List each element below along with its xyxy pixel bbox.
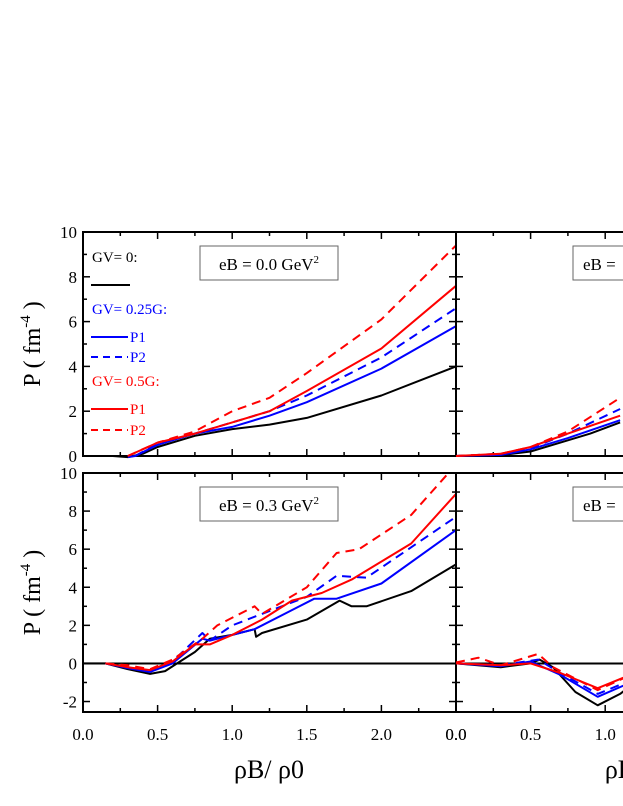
y-tick-label: 6 [69,313,78,332]
x-tick-label: 2.0 [371,725,392,744]
x-tick-label: 1.5 [296,725,317,744]
legend: GV= 0: GV= 0.25G: P1 P2 GV= 0.5G: P1 P2 [91,250,167,439]
legend-label-p1: P1 [130,402,146,418]
x-tick-label: 0.0 [445,725,466,744]
y-tick-label: 2 [69,616,78,635]
panel-title-text: eB = 0.0 GeV [219,255,314,274]
x-tick-label: 0.5 [147,725,168,744]
panel-title-sup: 2 [314,495,320,507]
x-axis-label: ρB [605,755,623,784]
y-axis-label-sup: -4 [18,563,34,576]
series-line [455,652,623,692]
x-axis-label: ρB/ ρ0 [234,755,304,784]
panel-title-text: eB = 0.3 GeV [219,496,314,515]
y-tick-label: 2 [69,402,78,421]
panel-title-text: eB = [583,255,616,274]
y-tick-label: 8 [69,502,78,521]
panel-title: eB = 0.0 GeV2 [219,254,319,274]
title-box [572,245,623,281]
series-line [105,472,450,671]
x-tick-label: 0.0 [445,725,466,744]
y-tick-label: 10 [60,464,77,483]
panel-title: eB = [583,496,616,515]
series-line [455,662,623,690]
plot-frame [455,472,623,713]
panel-bottom-right: 0.0 0.5 1.0 eB = ρB [445,472,623,784]
title-box [199,486,339,522]
title-box [572,486,623,522]
legend-group-gv0: GV= 0: [92,250,138,266]
series-line [83,365,457,459]
title-box [199,245,339,281]
x-tick-label: 0.5 [520,725,541,744]
series-line [455,396,621,457]
y-axis-label-sup: -4 [18,315,34,328]
panel-top-right: eB = [455,231,623,457]
legend-group-gv05: GV= 0.5G: [92,374,160,390]
panel-title: eB = 0.3 GeV2 [219,495,319,515]
x-tick-label: 1.0 [595,725,616,744]
series-line [455,408,621,457]
series-line [105,529,457,673]
series-line [83,563,457,675]
y-axis-label-end: ) [20,550,46,564]
x-tick-label: 0.0 [72,725,93,744]
y-axis-label: P ( fm-4 ) [18,301,46,387]
y-tick-label: 0 [69,654,78,673]
y-tick-label: 0 [69,447,78,466]
y-tick-label: 4 [69,357,78,376]
y-axis-label: P ( fm-4 ) [18,550,46,636]
legend-group-gv025: GV= 0.25G: [92,302,167,318]
panel-title-text: eB = [583,496,616,515]
y-axis-label-text: P ( fm [20,576,46,635]
series-line [455,419,621,457]
legend-label-p1: P1 [130,330,146,346]
y-axis-label-end: ) [20,301,46,315]
y-axis-label-text: P ( fm [20,327,46,386]
y-tick-label: 4 [69,578,78,597]
panel-title: eB = [583,255,616,274]
series-line [127,244,457,457]
series-line [134,307,457,457]
series-line [127,285,457,457]
y-tick-label: 8 [69,268,78,287]
x-tick-label: 1.0 [222,725,243,744]
y-tick-label: 6 [69,540,78,559]
legend-label-p2: P2 [130,350,146,366]
legend-label-p2: P2 [130,423,146,439]
y-tick-label: 10 [60,223,77,242]
panel-title-sup: 2 [314,254,320,266]
y-tick-label: -2 [63,693,77,712]
series-line [456,421,621,457]
